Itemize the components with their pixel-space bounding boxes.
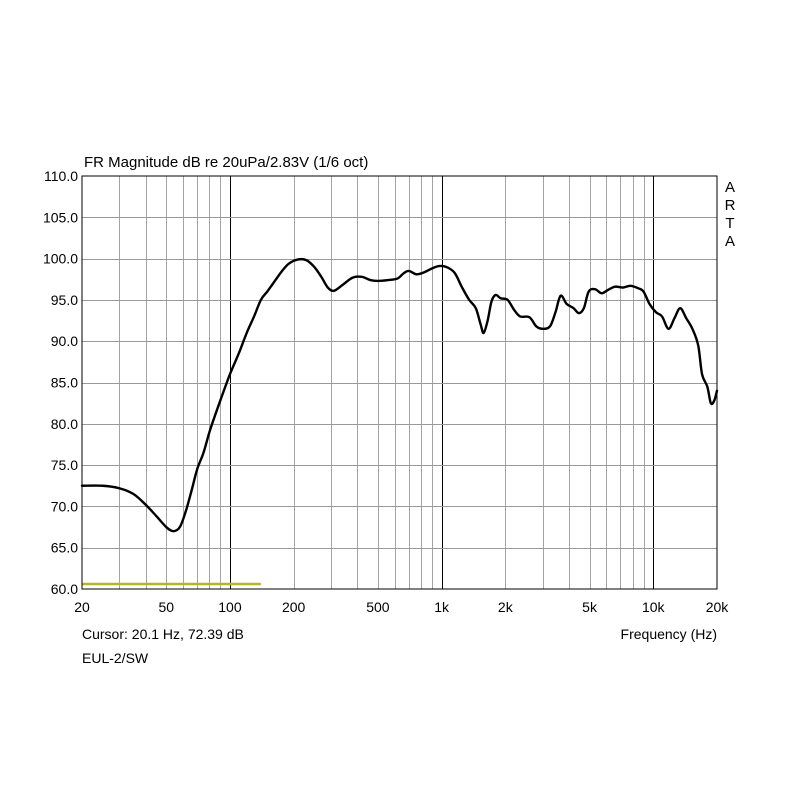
x-tick-label: 50: [158, 599, 174, 615]
x-tick-label: 5k: [582, 599, 598, 615]
x-tick-label: 1k: [434, 599, 450, 615]
watermark-letter: A: [725, 233, 735, 250]
x-tick-label: 10k: [642, 599, 666, 615]
cursor-readout: Cursor: 20.1 Hz, 72.39 dB: [82, 626, 244, 642]
watermark-letter: T: [725, 215, 734, 232]
y-tick-label: 100.0: [43, 251, 78, 267]
x-tick-label: 100: [218, 599, 242, 615]
y-tick-label: 90.0: [51, 333, 78, 349]
measurement-name: EUL-2/SW: [82, 650, 149, 666]
y-tick-label: 110.0: [44, 168, 78, 184]
y-tick-label: 65.0: [51, 540, 78, 556]
x-tick-label: 500: [366, 599, 390, 615]
chart-title: FR Magnitude dB re 20uPa/2.83V (1/6 oct): [84, 154, 368, 171]
y-tick-label: 75.0: [51, 457, 78, 473]
y-tick-label: 80.0: [51, 416, 78, 432]
x-tick-label: 20: [74, 599, 90, 615]
x-tick-label: 2k: [498, 599, 514, 615]
watermark-letter: R: [725, 197, 736, 214]
x-tick-labels: 20 50 100 200 500 1k 2k 5k 10k 20k: [74, 599, 729, 615]
grid: [82, 176, 717, 589]
x-axis-label: Frequency (Hz): [621, 626, 717, 642]
y-tick-label: 60.0: [51, 581, 78, 597]
watermark-letter: A: [725, 179, 735, 196]
x-tick-label: 200: [282, 599, 306, 615]
plot-frame: [81, 175, 718, 590]
y-tick-label: 105.0: [43, 209, 78, 225]
series-line-fr-magnitude: [80, 257, 719, 533]
y-tick-label: 95.0: [51, 292, 78, 308]
y-tick-label: 70.0: [51, 498, 78, 514]
x-tick-label: 20k: [706, 599, 730, 615]
y-tick-labels: 110.0 105.0 100.0 95.0 90.0 85.0 80.0 75.0 70.0 6…: [43, 168, 78, 597]
y-tick-label: 85.0: [51, 375, 78, 391]
